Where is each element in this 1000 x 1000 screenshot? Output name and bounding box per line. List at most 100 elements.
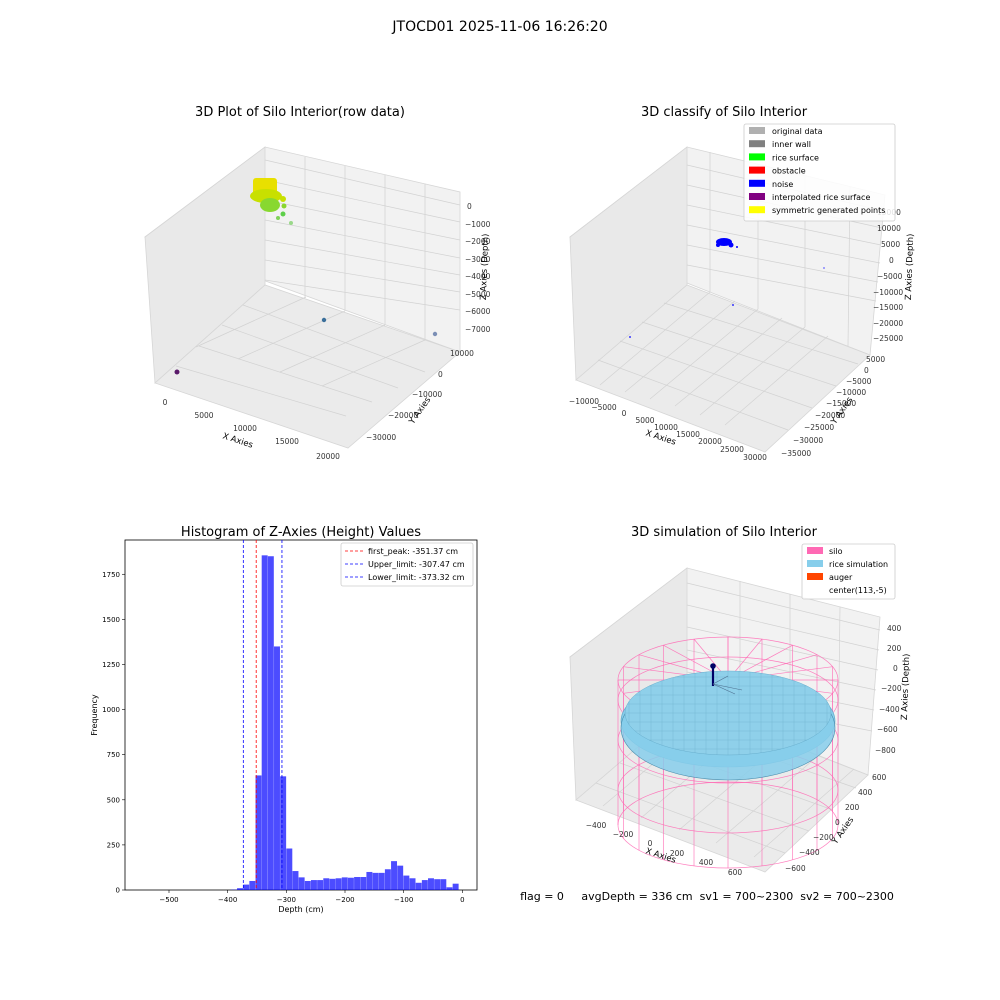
rice-mesh [625,671,831,755]
panel2-legend-label: obstacle [772,167,806,176]
histogram-ytick-label: 0 [116,887,120,895]
panel4-legend-label: center(113,-5) [829,586,887,595]
panel1-z-axis-label: Z Axies (Depth) [479,233,491,300]
panel2-x-ticks: −10000 −5000 0 5000 10000 15000 20000 25… [569,397,767,462]
panel4-legend: silo rice simulation auger center(113,-5) [801,543,896,600]
panel4-xtick-label: 400 [699,858,714,867]
auger-head [710,663,716,669]
panel4-xtick-label: 0 [648,839,653,848]
histogram-bar [335,878,342,890]
panel2-ytick-label: −30000 [793,436,823,445]
auger-arm [712,683,743,691]
histogram-bar [249,880,256,890]
histogram-ytick-label: 1000 [102,706,120,714]
panel2-ytick-label: 5000 [866,355,885,364]
panel1-xtick-label: 15000 [275,437,299,446]
histogram-ytick-label: 750 [107,751,120,759]
panel2-ytick-label: −20000 [815,411,845,420]
panel4-ytick-label: 600 [872,773,887,782]
histogram-ytick-label: 1500 [102,616,120,624]
histogram-bar [267,556,274,890]
panel-histogram: Histogram of Z-Axies (Height) Values −50… [90,525,478,914]
histogram-bar [243,884,250,890]
histogram-y-axis-label: Frequency [90,694,99,736]
panel2-legend-swatch [749,206,765,214]
panel4-legend-frame [801,543,896,600]
histogram-xtick-label: −300 [277,896,296,904]
panel1-ytick-label: −30000 [366,433,396,442]
histogram-legend: first_peak: -351.37 cm Upper_limit: -307.… [340,542,474,587]
histogram-bar [323,878,330,890]
histogram-xtick-label: −400 [218,896,237,904]
histogram-bar [237,888,244,890]
panel1-point [432,331,438,337]
panel2-xtick-label: 25000 [720,445,744,454]
panel1-ztick-label: −3000 [465,255,491,264]
panel1-gridlines [175,157,461,417]
panel2-ztick-label: −15000 [873,303,903,312]
histogram-bar [341,877,348,890]
panel4-ytick-label: −600 [785,864,806,873]
panel2-ztick-label: −20000 [873,319,903,328]
panel2-legend-label: interpolated rice surface [772,193,870,202]
panel2-xtick-label: −5000 [591,403,617,412]
panel2-noise-point [629,336,631,338]
panel1-ztick-label: 0 [467,202,472,211]
histogram-bar [397,865,404,890]
histogram-bar [378,872,385,890]
panel4-xtick-label: 600 [728,868,743,877]
panel2-legend-swatch [749,140,765,148]
panel4-ytick-label: −200 [813,833,834,842]
footer-status: flag = 0 avgDepth = 336 cm sv1 = 700~230… [520,890,894,903]
panel2-ytick-label: −25000 [804,423,834,432]
histogram-bar [354,877,361,890]
panel4-ytick-label: −400 [799,848,820,857]
panel1-floor-pane [154,284,461,449]
histogram-bar [280,776,287,890]
panel4-ztick-label: 0 [893,664,898,673]
histogram-bar [415,882,422,890]
panel1-z-ticks: 0 −1000 −2000 −3000 −4000 −5000 −6000 −7… [465,202,491,334]
panel1-ytick-label: 0 [438,370,443,379]
histogram-bar [261,555,268,890]
panel1-ztick-label: −6000 [465,307,491,316]
histogram-ytick-label: 1250 [102,661,120,669]
panel-simulation-3d: 3D simulation of Silo Interior [569,525,912,877]
panel2-legend-swatch [749,166,765,174]
histogram-bar [452,883,459,890]
auger [710,663,743,695]
histogram-bar [403,875,410,890]
histogram-xtick-label: 0 [460,896,464,904]
histogram-bar [372,872,379,890]
panel1-ztick-label: −7000 [465,325,491,334]
histogram-reference-lines [242,540,283,890]
panel4-ztick-label: −600 [877,725,898,734]
panel1-xtick-label: 0 [163,398,168,407]
panel4-legend-swatch [807,573,823,580]
panel2-legend-swatch [749,127,765,134]
panel2-xtick-label: 5000 [635,416,654,425]
histogram-bar [421,880,428,890]
panel4-legend-swatch [807,547,823,554]
panel2-noise-cluster [716,238,732,246]
panel2-noise-points [629,238,825,338]
panel2-ztick-label: −25000 [873,334,903,343]
histogram-ytick-label: 1750 [102,571,120,579]
panel1-ztick-label: −5000 [465,290,491,299]
panel1-point [321,317,327,323]
panel1-y-ticks: 10000 0 −10000 −20000 −30000 [366,349,474,442]
panel4-ytick-label: 0 [835,818,840,827]
panel2-floor-pane [575,284,871,453]
panel4-legend-swatch [807,560,823,567]
panel2-ytick-label: −15000 [826,399,856,408]
panel4-legend-label: auger [829,573,853,582]
auger-arm [712,675,729,685]
panel2-legend-label: symmetric generated points [772,206,885,215]
figure-suptitle: JTOCD01 2025-11-06 16:26:20 [391,19,607,35]
histogram-bar [347,877,354,890]
histogram-bar [317,880,324,890]
histogram-y-ticks: 0 250 500 750 1000 1250 1500 1750 [102,571,125,895]
panel2-xtick-label: 0 [622,409,627,418]
histogram-bar [310,880,317,890]
